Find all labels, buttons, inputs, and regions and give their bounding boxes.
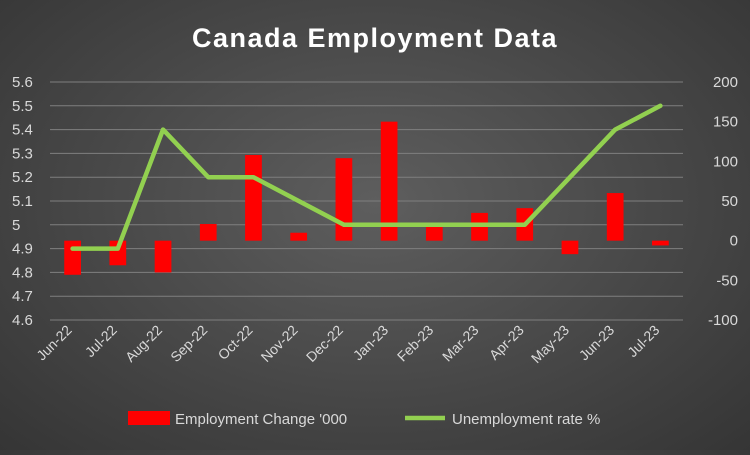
gridlines: [50, 81, 683, 321]
y-right-tick-label: -100: [708, 312, 738, 329]
bar-series: [64, 121, 669, 275]
bar-Jun-22: [64, 240, 81, 275]
y-axis-left: 4.6 4.7 4.8 4.9 5 5.1 5.2 5.3 5.4 5.5 5.6: [12, 74, 33, 329]
y-left-tick-label: 5.1: [12, 193, 33, 210]
y-left-tick-label: 4.7: [12, 288, 33, 305]
y-left-tick-label: 4.9: [12, 241, 33, 258]
x-tick-label: Mar-23: [439, 322, 482, 365]
x-tick-label: Jun-23: [576, 322, 618, 364]
legend-label-line: Unemployment rate %: [452, 411, 600, 428]
bar-Aug-22: [154, 240, 172, 273]
line-series: [70, 103, 663, 251]
bar-Dec-22: [335, 158, 353, 241]
y-right-tick-label: 50: [721, 193, 738, 210]
y-right-tick-label: 150: [713, 114, 738, 131]
y-left-tick-label: 5.6: [12, 74, 33, 91]
legend-swatch-bar: [128, 411, 170, 425]
x-tick-label: Jul-23: [624, 322, 662, 360]
chart-title: Canada Employment Data: [192, 23, 558, 53]
x-axis: Jun-22 Jul-22 Aug-22 Sep-22 Oct-22 Nov-22 Dec-…: [33, 322, 663, 366]
x-tick-label: Apr-23: [486, 322, 527, 363]
y-left-tick-label: 5.2: [12, 169, 33, 186]
bar-Jul-23: [652, 240, 669, 246]
bar-Jun-23: [606, 193, 624, 241]
y-right-tick-label: 0: [730, 233, 738, 250]
x-tick-label: Jul-22: [82, 322, 120, 360]
unemployment-rate-line: [70, 103, 663, 251]
y-left-tick-label: 5.4: [12, 122, 33, 139]
x-tick-label: Aug-22: [122, 322, 165, 365]
bar-Nov-22: [290, 232, 308, 241]
x-tick-label: May-23: [528, 322, 572, 366]
x-tick-label: Sep-22: [167, 322, 210, 365]
x-tick-label: Dec-22: [303, 322, 346, 365]
legend: Employment Change '000 Unemployment rate …: [128, 411, 600, 428]
y-left-tick-label: 4.6: [12, 312, 33, 329]
legend-label-bar: Employment Change '000: [175, 411, 347, 428]
x-tick-label: Jun-22: [33, 322, 75, 364]
x-tick-label: Jan-23: [350, 322, 392, 364]
x-tick-label: Nov-22: [258, 322, 301, 365]
bar-Jan-23: [380, 121, 398, 241]
bar-May-23: [561, 240, 579, 255]
y-right-tick-label: 100: [713, 153, 738, 170]
y-left-tick-label: 5.5: [12, 98, 33, 115]
y-left-tick-label: 4.8: [12, 264, 33, 281]
x-tick-label: Oct-22: [215, 322, 256, 363]
y-left-tick-label: 5: [12, 217, 20, 234]
bar-Oct-22: [245, 154, 262, 241]
y-right-tick-label: -50: [716, 272, 738, 289]
y-right-tick-label: 200: [713, 74, 738, 91]
y-left-tick-label: 5.3: [12, 145, 33, 162]
y-axis-right: -100 -50 0 50 100 150 200: [708, 74, 738, 329]
x-tick-label: Feb-23: [394, 322, 437, 365]
bar-Sep-22: [199, 224, 217, 241]
bar-Feb-23: [425, 223, 443, 241]
